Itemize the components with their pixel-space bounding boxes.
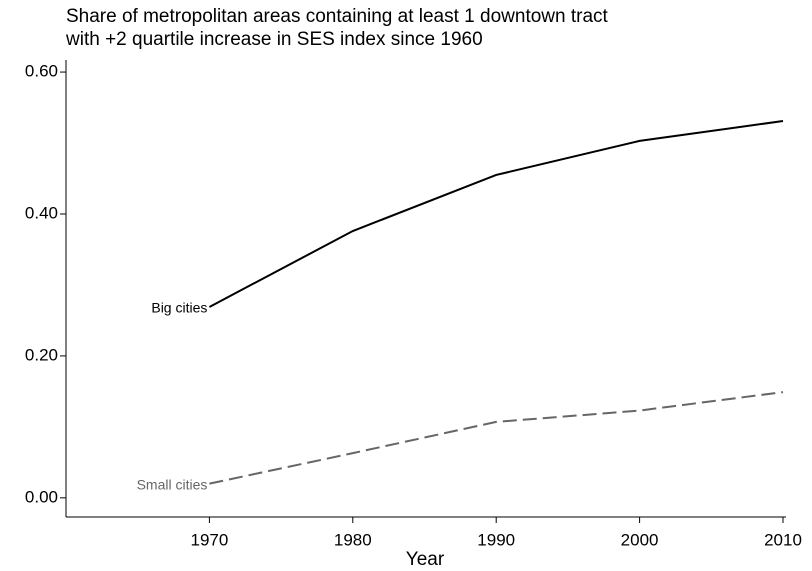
y-tick-label: 0.00	[25, 487, 58, 506]
series-line	[208, 120, 784, 308]
chart-title: Share of metropolitan areas containing a…	[66, 6, 609, 27]
y-tick-label: 0.40	[25, 203, 58, 222]
chart-title: with +2 quartile increase in SES index s…	[65, 29, 483, 50]
series-label: Small cities	[137, 476, 208, 492]
x-axis-title: Year	[406, 549, 445, 570]
x-tick-label: 2010	[764, 530, 802, 549]
x-tick-label: 1990	[477, 530, 515, 549]
series-label: Big cities	[151, 300, 207, 316]
y-tick-label: 0.20	[25, 345, 58, 364]
x-tick-label: 1980	[334, 530, 372, 549]
x-tick-label: 1970	[190, 530, 228, 549]
x-tick-label: 2000	[621, 530, 659, 549]
series-line	[209, 391, 784, 485]
y-tick-label: 0.60	[25, 62, 58, 81]
